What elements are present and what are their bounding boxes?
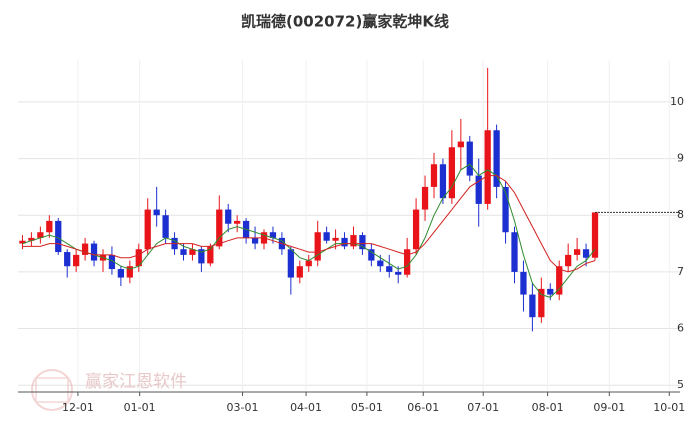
candle-body [421, 186, 429, 210]
candle-body [144, 209, 151, 250]
candle-body [395, 271, 402, 275]
y-tick-label: 10 [670, 95, 684, 108]
candle-body [565, 254, 572, 267]
y-tick-label: 8 [677, 208, 684, 221]
candle-body [46, 220, 53, 233]
candle-body [323, 232, 330, 241]
candle-body [493, 130, 500, 187]
y-tick-label: 7 [677, 265, 684, 278]
candle-body [19, 240, 26, 244]
candle-body [350, 235, 357, 247]
candle-body [198, 249, 205, 264]
watermark: 赢家江恩软件 [85, 372, 187, 392]
candle-body [547, 288, 554, 295]
x-tick-label: 07-01 [467, 401, 499, 414]
candle-body [404, 249, 411, 275]
candle-body [37, 232, 44, 238]
candle-body [332, 237, 339, 241]
candle-body [207, 246, 214, 264]
y-tick-label: 9 [677, 152, 684, 165]
candle-body [511, 232, 518, 272]
y-tick-label: 5 [677, 378, 684, 391]
y-tick-label: 6 [677, 322, 684, 335]
moving-average [22, 175, 596, 273]
x-tick-label: 09-01 [593, 401, 625, 414]
candle-body [287, 249, 294, 278]
candle-body [582, 249, 590, 258]
candle-body [81, 243, 89, 255]
candle-body [73, 254, 80, 267]
candle-body [591, 212, 599, 258]
candle-body [55, 220, 62, 253]
x-tick-label: 03-01 [227, 401, 259, 414]
candle-body [520, 271, 527, 295]
candle-body [108, 254, 116, 270]
candle-body [538, 288, 545, 318]
candle-body [430, 164, 438, 187]
candle-body [180, 249, 187, 255]
x-tick-label: 10-01 [653, 401, 685, 414]
candle-body [162, 215, 169, 238]
watermark-logo [31, 369, 73, 411]
x-tick-label: 05-01 [351, 401, 383, 414]
candle-body [296, 266, 303, 278]
candle-body [117, 269, 125, 278]
candle-body [234, 220, 241, 224]
candle-body [448, 147, 456, 199]
x-tick-label: 12-01 [62, 401, 94, 414]
candle-body [466, 141, 473, 176]
candle-body [529, 294, 536, 318]
candle-body [573, 249, 581, 255]
candle-body [368, 249, 375, 261]
candle-body [359, 235, 366, 250]
x-tick-label: 08-01 [532, 401, 564, 414]
candle-body [386, 266, 393, 272]
candle-body [439, 164, 447, 199]
candle-body [135, 249, 142, 267]
candle-body [475, 175, 482, 204]
candle-body [90, 243, 98, 261]
chart-title: 凯瑞德(002072)赢家乾坤K线 [241, 13, 449, 31]
candle-body [28, 237, 35, 241]
candle-body [153, 209, 160, 216]
candle-body [556, 266, 563, 295]
candle-body [377, 260, 384, 267]
candle-body [64, 252, 71, 267]
candle-body [341, 237, 348, 247]
candle-body [269, 232, 277, 238]
candle-body [189, 249, 196, 255]
candle-body [314, 232, 321, 261]
candle-body [225, 209, 232, 224]
moving-average [22, 163, 596, 298]
candle-body [484, 130, 491, 204]
candle-body [251, 237, 259, 244]
candle-body [126, 266, 133, 278]
candle-body [216, 209, 223, 247]
candle-body [457, 141, 464, 148]
x-tick-label: 01-01 [124, 401, 156, 414]
candle-body [412, 209, 420, 250]
candle-body [305, 260, 312, 267]
candle-body [502, 186, 509, 233]
x-tick-label: 04-01 [290, 401, 322, 414]
x-tick-label: 06-01 [407, 401, 439, 414]
